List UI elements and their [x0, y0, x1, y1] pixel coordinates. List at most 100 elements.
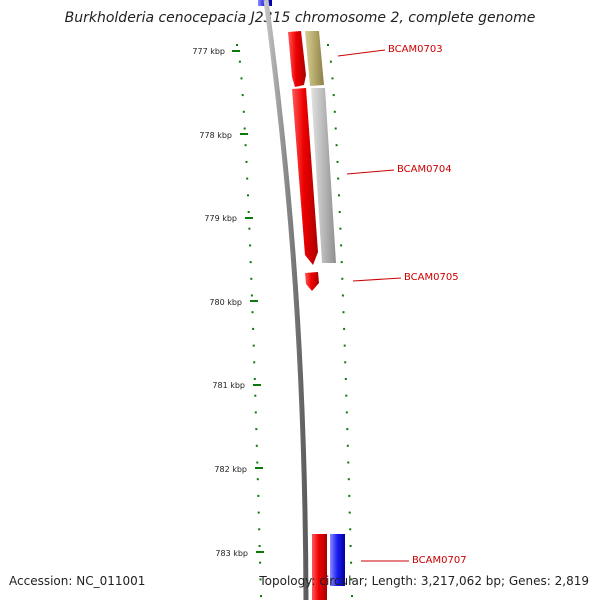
- inner-minor-tick-19: [253, 361, 256, 364]
- inner-minor-tick-24: [255, 444, 258, 447]
- outer-minor-tick-10: [338, 211, 341, 213]
- inner-minor-tick-29: [258, 528, 261, 531]
- inner-minor-tick-32: [259, 578, 262, 581]
- tick-label-780: 780 kbp: [209, 298, 242, 307]
- outer-minor-tick-1: [329, 60, 332, 63]
- leader-bcam0703: [337, 49, 386, 57]
- gene-label-bcam0707: BCAM0707: [412, 555, 467, 566]
- inner-minor-tick-30: [258, 545, 261, 547]
- outer-minor-tick-26: [347, 478, 350, 481]
- tick-779: 779 kbp: [204, 214, 253, 223]
- outer-minor-tick-25: [347, 461, 350, 464]
- gene-label-bcam0704: BCAM0704: [397, 164, 452, 175]
- tick-label-783: 783 kbp: [215, 549, 248, 558]
- outer-minor-tick-8: [337, 177, 340, 180]
- outer-minor-tick-5: [334, 127, 337, 130]
- outer-minor-tick-20: [344, 378, 347, 380]
- feature-tan-0703: [305, 31, 324, 86]
- inner-minor-tick-8: [246, 177, 249, 180]
- cds-bcam0707-blue: [330, 534, 345, 586]
- outer-minor-tick-3: [332, 94, 335, 97]
- inner-minor-tick-5: [243, 127, 246, 130]
- leader-bcam0704: [346, 169, 395, 175]
- genome-summary-text: Topology: circular; Length: 3,217,062 bp…: [259, 574, 589, 588]
- outer-minor-tick-4: [333, 110, 336, 113]
- outer-minor-tick-0: [327, 44, 329, 46]
- backbone-arc: [263, 0, 309, 600]
- outer-minor-tick-9: [338, 194, 340, 197]
- outer-minor-tick-21: [345, 394, 348, 397]
- inner-minor-tick-3: [241, 94, 244, 97]
- outer-minor-tick-28: [348, 511, 351, 514]
- inner-minor-tick-27: [257, 494, 260, 497]
- cds-bcam0706-red: [312, 534, 327, 600]
- tick-780: 780 kbp: [209, 298, 258, 307]
- inner-minor-tick-23: [255, 428, 258, 431]
- inner-minor-tick-21: [254, 394, 257, 397]
- outer-tick-ring: [327, 44, 353, 598]
- outer-minor-tick-27: [348, 494, 351, 497]
- outer-minor-tick-33: [351, 595, 353, 598]
- outer-minor-tick-18: [343, 344, 346, 347]
- inner-minor-tick-33: [260, 595, 262, 598]
- inner-tick-ring: [236, 44, 262, 598]
- tick-778: 778 kbp: [199, 131, 248, 140]
- inner-minor-tick-25: [256, 461, 259, 464]
- inner-minor-tick-12: [249, 244, 252, 247]
- inner-minor-tick-18: [252, 344, 255, 347]
- inner-minor-tick-28: [257, 511, 260, 514]
- outer-minor-tick-30: [349, 545, 352, 547]
- tick-782: 782 kbp: [214, 465, 263, 474]
- cds-bcam0704: [292, 88, 318, 265]
- outer-minor-tick-6: [335, 144, 338, 147]
- gene-label-bcam0705: BCAM0705: [404, 272, 459, 283]
- inner-minor-tick-6: [244, 144, 247, 147]
- inner-minor-tick-2: [240, 77, 243, 80]
- outer-minor-tick-13: [340, 261, 343, 264]
- tick-label-779: 779 kbp: [204, 214, 237, 223]
- tick-777: 777 kbp: [192, 47, 240, 56]
- cds-bcam0703: [288, 31, 306, 87]
- accession-text: Accession: NC_011001: [9, 574, 146, 588]
- outer-minor-tick-32: [350, 578, 353, 581]
- outer-minor-tick-23: [346, 428, 349, 431]
- inner-minor-tick-7: [245, 160, 248, 163]
- outer-minor-tick-16: [342, 311, 345, 314]
- outer-minor-tick-22: [345, 411, 348, 414]
- gene-label-bcam0703: BCAM0703: [388, 44, 443, 55]
- outer-minor-tick-7: [336, 160, 339, 163]
- inner-minor-tick-26: [256, 478, 259, 481]
- outer-minor-tick-11: [339, 227, 342, 230]
- inner-minor-tick-15: [250, 294, 253, 297]
- outer-minor-tick-24: [346, 444, 349, 447]
- inner-minor-tick-22: [254, 411, 257, 414]
- inner-minor-tick-10: [247, 211, 250, 213]
- tick-label-777: 777 kbp: [192, 47, 225, 56]
- map-title: Burkholderia cenocepacia J2315 chromosom…: [64, 10, 536, 26]
- inner-minor-tick-16: [251, 311, 254, 314]
- inner-minor-tick-9: [247, 194, 249, 197]
- tick-label-782: 782 kbp: [214, 465, 247, 474]
- tick-783: 783 kbp: [215, 549, 264, 558]
- inner-minor-tick-4: [242, 110, 245, 113]
- inner-minor-tick-11: [248, 227, 251, 230]
- inner-minor-tick-20: [253, 378, 256, 380]
- inner-minor-tick-13: [249, 261, 252, 264]
- tick-label-778: 778 kbp: [199, 131, 232, 140]
- tick-781: 781 kbp: [212, 381, 261, 390]
- outer-minor-tick-12: [340, 244, 343, 247]
- feature-gray-0704: [311, 88, 336, 263]
- outer-minor-tick-17: [343, 327, 346, 330]
- inner-minor-tick-0: [236, 44, 238, 46]
- leader-bcam0705: [352, 277, 402, 282]
- inner-minor-tick-14: [250, 277, 253, 280]
- inner-minor-tick-31: [259, 561, 262, 564]
- outer-minor-tick-14: [341, 277, 344, 280]
- inner-minor-tick-17: [252, 327, 255, 330]
- tick-label-781: 781 kbp: [212, 381, 245, 390]
- outer-minor-tick-19: [344, 361, 347, 364]
- outer-minor-tick-31: [350, 561, 353, 564]
- inner-minor-tick-1: [238, 60, 241, 63]
- outer-minor-tick-2: [331, 77, 334, 80]
